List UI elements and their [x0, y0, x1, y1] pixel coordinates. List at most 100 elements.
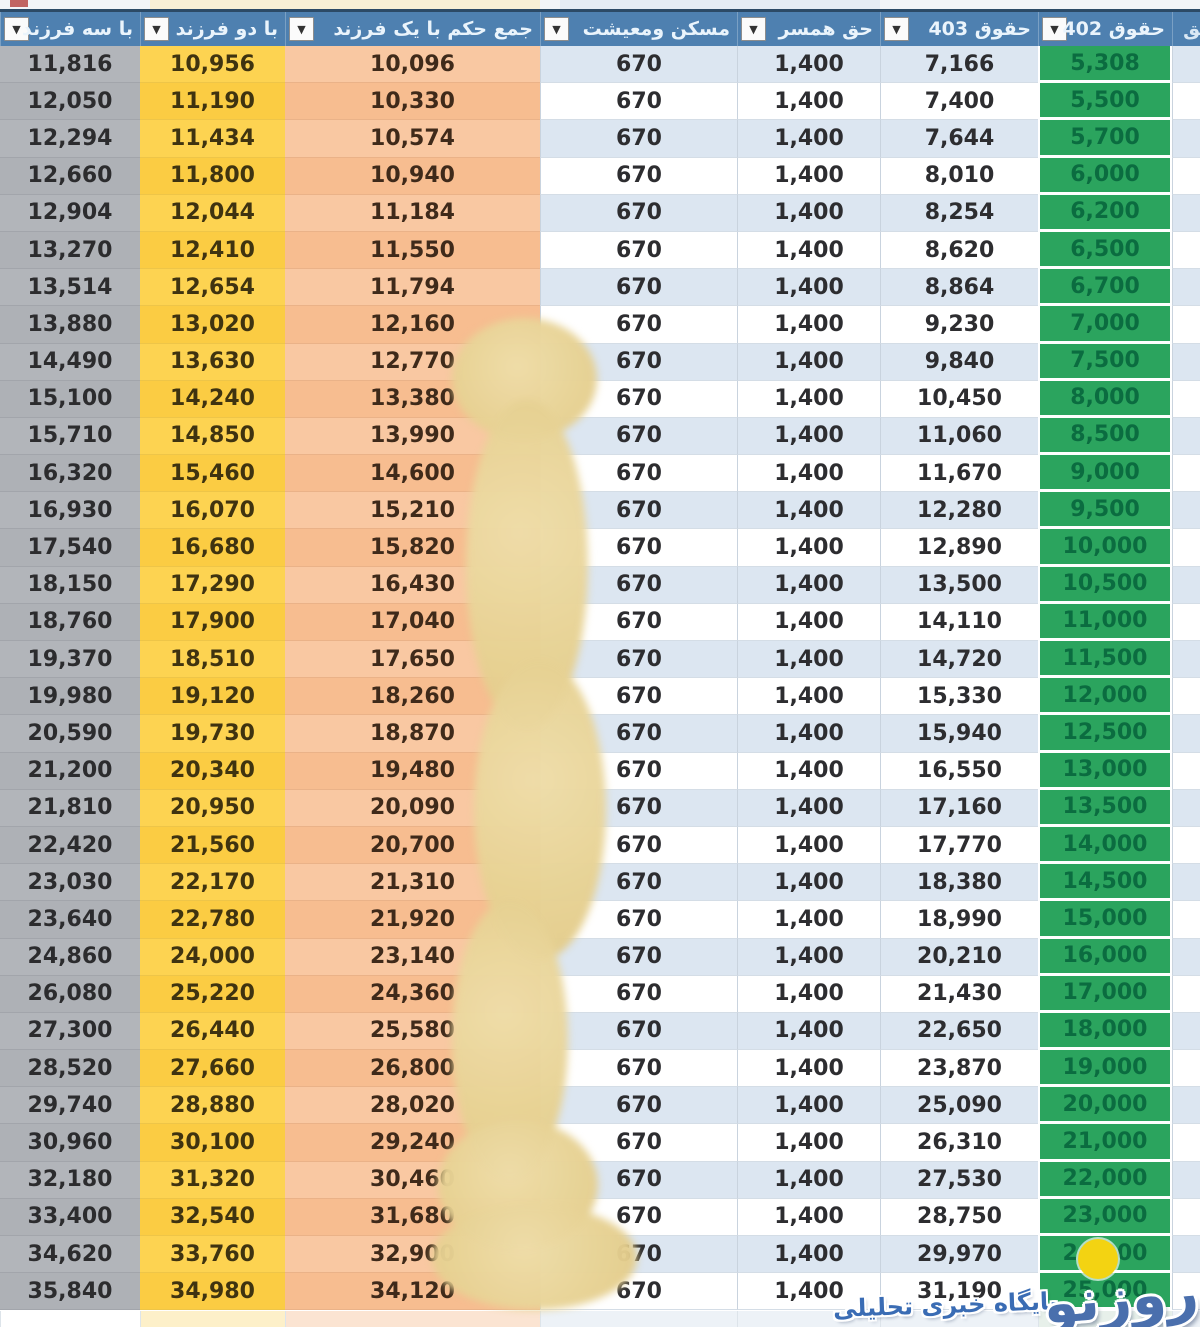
cell-salary_402[interactable]: 20,000: [1038, 1087, 1172, 1125]
cell-two_children[interactable]: 12,044: [140, 194, 285, 232]
cell-one_child_total[interactable]: 24,360: [285, 975, 540, 1013]
cell-one_child_total[interactable]: 20,700: [285, 826, 540, 865]
cell-cutoff[interactable]: [1172, 1050, 1200, 1088]
cell-salary_402[interactable]: 16,000: [1038, 938, 1172, 976]
cell-housing[interactable]: 670: [540, 529, 737, 567]
cell-two_children[interactable]: 22,780: [140, 901, 285, 939]
cell-spouse[interactable]: 1,400: [737, 975, 880, 1013]
cell-two_children[interactable]: 21,560: [140, 826, 285, 865]
filter-dropdown-icon[interactable]: ▼: [884, 17, 909, 41]
cell-one_child_total[interactable]: 12,770: [285, 343, 540, 381]
cell-two_children[interactable]: 20,340: [140, 752, 285, 790]
cell-cutoff[interactable]: [1172, 1087, 1200, 1125]
cell-cutoff[interactable]: [1172, 306, 1200, 344]
cell-salary_402[interactable]: 7,500: [1038, 343, 1172, 381]
cell-salary_402[interactable]: 9,500: [1038, 492, 1172, 530]
cell-three_children[interactable]: 12,294: [0, 120, 140, 158]
cell-two_children[interactable]: 32,540: [140, 1198, 285, 1236]
cell-salary_402[interactable]: 12,500: [1038, 715, 1172, 753]
cell-three_children[interactable]: 12,660: [0, 157, 140, 195]
cell-two_children[interactable]: 14,240: [140, 380, 285, 418]
cell-salary_402[interactable]: 10,000: [1038, 529, 1172, 567]
cell-salary_403[interactable]: 7,166: [880, 46, 1038, 84]
cell-three_children[interactable]: 35,840: [0, 1273, 140, 1311]
cell-one_child_total[interactable]: 18,870: [285, 715, 540, 753]
cell-one_child_total[interactable]: 23,140: [285, 938, 540, 976]
cell-salary_403[interactable]: 10,450: [880, 380, 1038, 418]
cell-cutoff[interactable]: [1172, 343, 1200, 381]
cell-salary_402[interactable]: 14,000: [1038, 826, 1172, 865]
cell-housing[interactable]: 670: [540, 1012, 737, 1051]
cell-salary_403[interactable]: 18,380: [880, 864, 1038, 902]
cell-one_child_total[interactable]: 21,310: [285, 864, 540, 902]
cell-one_child_total[interactable]: 13,990: [285, 417, 540, 456]
cell-two_children[interactable]: 24,000: [140, 938, 285, 976]
cell-housing[interactable]: 670: [540, 194, 737, 232]
cell-one_child_total[interactable]: 25,580: [285, 1012, 540, 1051]
cell-housing[interactable]: 670: [540, 938, 737, 976]
cell-salary_402[interactable]: 5,308: [1038, 46, 1172, 84]
cell-three_children[interactable]: 19,980: [0, 678, 140, 716]
cell-one_child_total[interactable]: 34,120: [285, 1273, 540, 1311]
cell-three_children[interactable]: 23,640: [0, 901, 140, 939]
cell-cutoff[interactable]: [1172, 157, 1200, 195]
cell-cutoff[interactable]: [1172, 455, 1200, 493]
cell-cutoff[interactable]: [1172, 975, 1200, 1013]
cell-three_children[interactable]: 13,880: [0, 306, 140, 344]
cell-cutoff[interactable]: [1172, 380, 1200, 418]
cell-cutoff[interactable]: [1172, 492, 1200, 530]
cell-salary_402[interactable]: 14,500: [1038, 864, 1172, 902]
cell-two_children[interactable]: 14,850: [140, 417, 285, 456]
cell-salary_402[interactable]: 8,000: [1038, 380, 1172, 418]
cell-housing[interactable]: 670: [540, 752, 737, 790]
cell-three_children[interactable]: 28,520: [0, 1050, 140, 1088]
cell-salary_403[interactable]: 11,670: [880, 455, 1038, 493]
cell-two_children[interactable]: 17,900: [140, 603, 285, 641]
cell-spouse[interactable]: 1,400: [737, 157, 880, 195]
cell-spouse[interactable]: 1,400: [737, 789, 880, 827]
cell-housing[interactable]: 670: [540, 641, 737, 679]
cell-two_children[interactable]: 12,410: [140, 231, 285, 270]
cell-salary_403[interactable]: 21,430: [880, 975, 1038, 1013]
cell-three_children[interactable]: 16,930: [0, 492, 140, 530]
cell-three_children[interactable]: 16,320: [0, 455, 140, 493]
cell-salary_402[interactable]: 5,500: [1038, 83, 1172, 121]
cell-salary_402[interactable]: 6,700: [1038, 269, 1172, 307]
cell-salary_403[interactable]: 25,090: [880, 1087, 1038, 1125]
cell-salary_403[interactable]: 9,840: [880, 343, 1038, 381]
cell-one_child_total[interactable]: 10,330: [285, 83, 540, 121]
cell-one_child_total[interactable]: 14,600: [285, 455, 540, 493]
cell-spouse[interactable]: 1,400: [737, 269, 880, 307]
cell-cutoff[interactable]: [1172, 826, 1200, 865]
cell-spouse[interactable]: 1,400: [737, 529, 880, 567]
cell-housing[interactable]: 670: [540, 1050, 737, 1088]
cell-three_children[interactable]: 19,370: [0, 641, 140, 679]
cell-spouse[interactable]: 1,400: [737, 1087, 880, 1125]
cell-spouse[interactable]: 1,400: [737, 1012, 880, 1051]
cell-spouse[interactable]: 1,400: [737, 1124, 880, 1162]
cell-salary_403[interactable]: 17,770: [880, 826, 1038, 865]
cell-cutoff[interactable]: [1172, 269, 1200, 307]
cell-cutoff[interactable]: [1172, 901, 1200, 939]
cell-spouse[interactable]: 1,400: [737, 46, 880, 84]
cell-one_child_total[interactable]: 19,480: [285, 752, 540, 790]
cell-spouse[interactable]: 1,400: [737, 901, 880, 939]
cell-housing[interactable]: 670: [540, 1161, 737, 1199]
cell-cutoff[interactable]: [1172, 529, 1200, 567]
cell-salary_403[interactable]: 8,620: [880, 231, 1038, 270]
cell-one_child_total[interactable]: 26,800: [285, 1050, 540, 1088]
cell-spouse[interactable]: 1,400: [737, 83, 880, 121]
filter-dropdown-icon[interactable]: ▼: [144, 17, 169, 41]
cell-one_child_total[interactable]: 12,160: [285, 306, 540, 344]
cell-two_children[interactable]: 28,880: [140, 1087, 285, 1125]
cell-one_child_total[interactable]: 15,820: [285, 529, 540, 567]
filter-dropdown-icon[interactable]: ▼: [1042, 17, 1067, 41]
cell-housing[interactable]: 670: [540, 455, 737, 493]
cell-three_children[interactable]: 12,050: [0, 83, 140, 121]
cell-spouse[interactable]: 1,400: [737, 455, 880, 493]
cell-cutoff[interactable]: [1172, 641, 1200, 679]
cell-two_children[interactable]: 17,290: [140, 566, 285, 604]
cell-salary_403[interactable]: 26,310: [880, 1124, 1038, 1162]
cell-spouse[interactable]: 1,400: [737, 380, 880, 418]
cell-cutoff[interactable]: [1172, 1161, 1200, 1199]
